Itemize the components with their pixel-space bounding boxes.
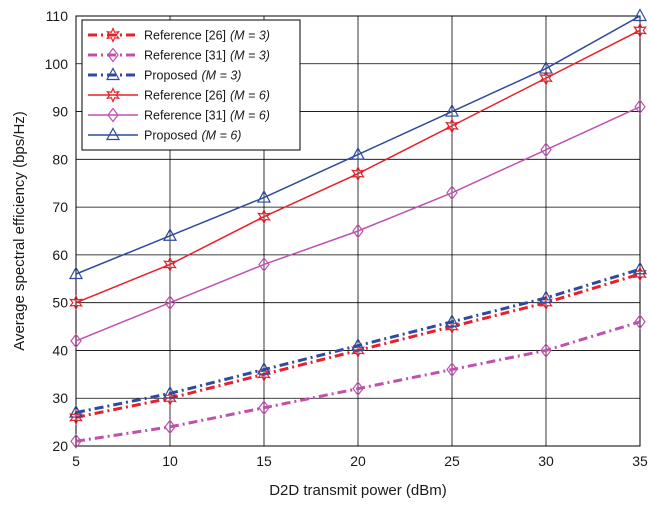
data-point-triangle — [538, 290, 554, 303]
data-point-diamond — [540, 142, 552, 158]
data-point-star — [69, 294, 83, 311]
legend-entry: Proposed (M = 6) — [144, 129, 241, 143]
y-tick-label: 30 — [52, 390, 68, 406]
y-tick-label: 90 — [52, 104, 68, 120]
legend-marker-star — [106, 27, 120, 43]
data-point-star — [539, 70, 553, 87]
data-point-triangle — [256, 361, 272, 375]
data-point-diamond — [446, 185, 458, 201]
data-point-triangle — [162, 228, 178, 241]
series-3 — [69, 22, 647, 311]
data-point-star — [163, 256, 177, 273]
legend-entry: Reference [26] (M = 3) — [144, 29, 270, 43]
x-tick-label: 15 — [256, 453, 272, 469]
data-point-triangle — [632, 8, 648, 22]
legend-marker-diamond — [107, 47, 119, 63]
legend-entry: Reference [31] (M = 6) — [144, 109, 270, 123]
legend-entry: Reference [26] (M = 6) — [144, 89, 270, 103]
data-point-triangle — [162, 385, 178, 399]
legend-box — [81, 19, 301, 151]
data-point-star — [445, 117, 459, 134]
data-point-star — [351, 342, 365, 359]
data-point-diamond — [352, 381, 364, 397]
data-point-star — [351, 165, 365, 182]
data-point-star — [257, 366, 271, 383]
data-point-diamond — [352, 223, 364, 239]
y-tick-label: 50 — [52, 295, 68, 311]
data-point-star — [69, 409, 83, 426]
series-line — [75, 29, 641, 304]
x-tick-label: 10 — [162, 453, 178, 469]
data-point-diamond — [258, 256, 270, 272]
legend-marker-triangle — [105, 67, 121, 81]
data-point-triangle — [350, 146, 366, 160]
legend: Reference [26] (M = 3) Reference [31] (M = … — [81, 19, 301, 151]
legend-entry: Proposed (M = 3) — [144, 69, 241, 83]
data-point-diamond — [634, 314, 646, 330]
data-point-diamond — [446, 362, 458, 378]
series-4 — [70, 99, 646, 349]
data-point-triangle — [68, 266, 84, 280]
legend-marker-diamond — [107, 107, 119, 123]
data-point-triangle — [538, 60, 554, 74]
x-tick-label: 20 — [350, 453, 366, 469]
x-tick-label: 30 — [538, 453, 554, 469]
data-point-diamond — [164, 295, 176, 311]
y-tick-label: 20 — [52, 438, 68, 454]
x-axis-label: D2D transmit power (dBm) — [269, 482, 447, 499]
series-line — [75, 106, 641, 342]
y-tick-label: 40 — [52, 342, 68, 358]
y-tick-label: 80 — [52, 151, 68, 167]
series-line — [75, 15, 641, 275]
y-axis-label: Average spectral efficiency (bps/Hz) — [11, 111, 28, 351]
y-tick-label: 70 — [52, 199, 68, 215]
series-1 — [70, 314, 646, 449]
series-2 — [68, 261, 648, 418]
y-tick-label: 100 — [45, 56, 69, 72]
data-point-triangle — [256, 189, 272, 203]
series-5 — [68, 8, 648, 280]
data-point-diamond — [258, 400, 270, 416]
y-tick-label: 110 — [46, 8, 69, 24]
data-point-star — [633, 22, 647, 39]
data-point-star — [257, 208, 271, 225]
data-point-triangle — [350, 337, 366, 351]
x-tick-label: 35 — [632, 453, 648, 469]
data-point-triangle — [444, 314, 460, 327]
data-point-diamond — [634, 99, 646, 115]
legend-entry: Reference [31] (M = 3) — [144, 49, 270, 63]
legend-marker-triangle — [105, 127, 121, 141]
data-point-diamond — [540, 342, 552, 358]
y-tick-label: 60 — [52, 247, 68, 263]
series-line — [75, 267, 641, 415]
x-tick-label: 25 — [444, 453, 460, 469]
data-point-diamond — [164, 419, 176, 435]
series-line — [75, 320, 641, 443]
legend-marker-star — [106, 87, 120, 103]
data-point-triangle — [632, 261, 648, 275]
data-point-diamond — [70, 433, 82, 449]
data-point-diamond — [70, 333, 82, 349]
x-tick-label: 5 — [72, 453, 80, 469]
data-point-triangle — [444, 103, 460, 117]
data-point-triangle — [68, 404, 84, 418]
